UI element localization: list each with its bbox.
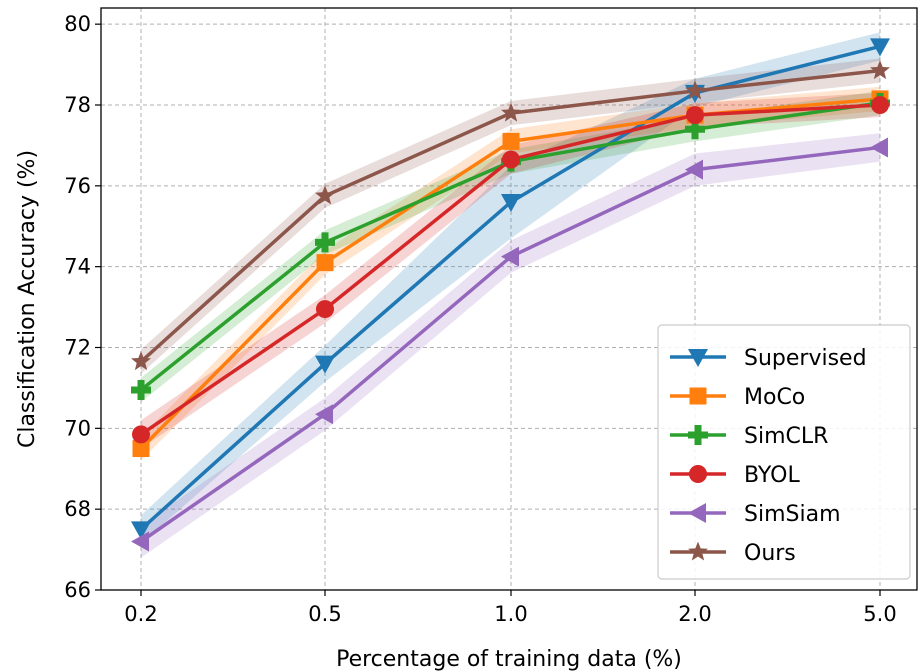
legend-marker-moco [689,387,707,405]
y-tick-label: 76 [64,174,91,198]
byol-point [316,300,334,319]
plot-frame [100,7,918,591]
simclr-point [315,232,335,253]
supervised-point [315,355,335,374]
x-tick-label: 0.5 [308,602,341,626]
axis-ticks: 66 68 70 72 74 76 78 80 0.2 0.5 1.0 2.0 5.0 [64,12,896,626]
simsiam-point [501,246,519,267]
byol-point [132,425,150,444]
ours-band [141,58,880,374]
byol-point [686,106,704,125]
legend-label-supervised: Supervised [744,346,867,371]
y-axis-label: Classification Accuracy (%) [15,150,40,448]
y-tick-label: 66 [64,578,91,602]
legend-box [657,324,911,580]
y-tick-label: 78 [64,93,91,117]
x-tick-label: 5.0 [863,602,896,626]
y-tick-label: 70 [64,416,91,440]
x-tick-label: 1.0 [494,602,527,626]
x-tick-label: 2.0 [678,602,711,626]
legend-marker-simsiam [688,503,706,523]
simsiam-point [685,159,703,180]
ours-point [315,185,335,205]
legend-label-simclr: SimCLR [744,424,828,449]
legend-marker-byol [689,465,707,483]
legend-label-ours: Ours [744,541,796,566]
supervised-point [870,38,890,57]
y-tick-label: 80 [64,12,91,36]
simsiam-point [870,137,888,158]
y-tick-label: 72 [64,336,91,360]
y-tick-label: 74 [64,255,91,279]
ours-point [501,102,521,122]
y-tick-label: 68 [64,497,91,521]
moco-point [502,132,520,150]
ours-point [685,80,705,100]
legend-label-moco: MoCo [744,385,805,410]
legend-label-simsiam: SimSiam [744,502,841,527]
legend-label-byol: BYOL [744,463,800,488]
series-markers [131,38,890,552]
byol-point [871,96,889,114]
ours-point [870,60,890,80]
supervised-point [131,521,151,540]
byol-point [502,150,520,169]
ours-point [131,351,151,371]
legend: Supervised MoCo SimCLR BYOL SimSiam Ours [657,324,911,580]
simclr-point [131,379,151,400]
x-axis-label: Percentage of training data (%) [336,647,682,672]
legend-marker-simclr [688,425,708,445]
legend-marker-supervised [688,349,708,367]
legend-marker-ours [688,541,708,561]
moco-point [132,440,150,458]
simsiam-point [131,531,149,552]
supervised-point [501,194,521,212]
simclr-point [685,119,705,140]
moco-point [316,254,334,272]
simsiam-point [315,404,333,425]
x-tick-label: 0.2 [124,602,157,626]
